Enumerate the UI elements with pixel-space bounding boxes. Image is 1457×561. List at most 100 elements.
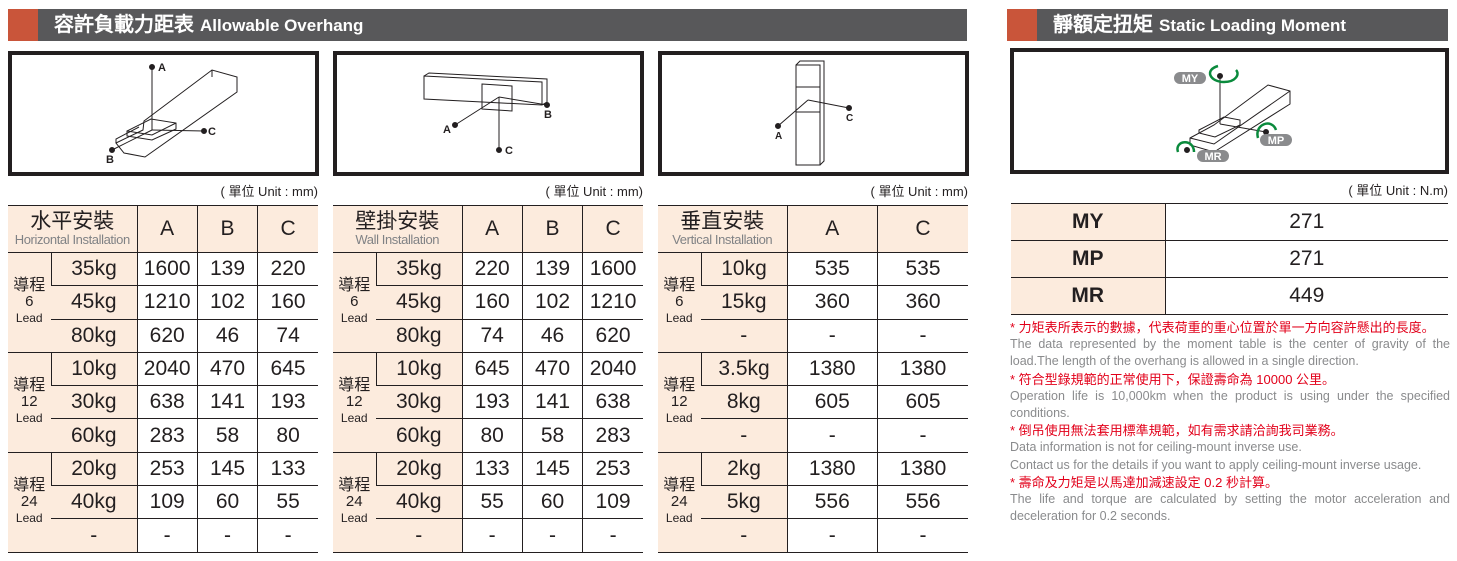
load-cell: - bbox=[701, 318, 787, 353]
load-cell: - bbox=[376, 518, 462, 553]
value-cell: 360 bbox=[786, 285, 878, 320]
label-c: C bbox=[505, 145, 513, 157]
value-cell: 1380 bbox=[877, 451, 968, 487]
title-en: Static Loading Moment bbox=[1159, 16, 1346, 35]
lead-cell: 導程 24 Lead bbox=[333, 451, 376, 553]
load-cell: - bbox=[701, 418, 787, 453]
moment-row: MP 271 bbox=[1011, 240, 1448, 278]
value-cell: 360 bbox=[877, 285, 968, 320]
horizontal-diagram: A C B bbox=[8, 51, 319, 176]
value-cell: 1600 bbox=[582, 251, 643, 287]
lead-zh: 導程 bbox=[13, 277, 46, 295]
load-cell: 10kg bbox=[700, 251, 787, 287]
value-cell: 141 bbox=[521, 385, 583, 420]
moment-value: 449 bbox=[1164, 277, 1448, 315]
value-cell: 133 bbox=[257, 451, 318, 487]
load-cell: 30kg bbox=[376, 385, 462, 420]
value-cell: 1380 bbox=[786, 451, 878, 487]
moment-value: 271 bbox=[1164, 240, 1448, 278]
lead-en: Lead bbox=[665, 311, 693, 326]
installation-header: 水平安裝 Horizontal Installation bbox=[8, 205, 137, 253]
load-cell: 20kg bbox=[375, 451, 462, 487]
note-en: Data information is not for ceiling-moun… bbox=[1010, 440, 1302, 455]
column-header: C bbox=[582, 205, 643, 253]
overhang-table: 水平安裝 Horizontal Installation A B C 導程 6 Lead 35k… bbox=[8, 205, 318, 553]
lead-value: 12 bbox=[345, 393, 363, 411]
value-cell: 102 bbox=[196, 285, 258, 320]
value-cell: 645 bbox=[257, 351, 318, 387]
installation-header: 壁掛安裝 Wall Installation bbox=[333, 205, 462, 253]
load-cell: 2kg bbox=[700, 451, 787, 487]
note-zh: * 壽命及力矩是以馬達加減速設定 0.2 秒計算。 bbox=[1010, 474, 1278, 490]
table-row: 導程 12 Lead 10kg 645 470 2040 bbox=[333, 351, 643, 453]
column-header: A bbox=[461, 205, 523, 253]
note-zh: * 符合型錄規範的正常使用下，保證壽命為 10000 公里。 bbox=[1010, 371, 1336, 387]
moment-label: MR bbox=[1011, 277, 1165, 315]
label-mp: MP bbox=[1268, 135, 1285, 147]
table-row: 導程 6 Lead 35kg 1600 139 220 bbox=[8, 251, 318, 353]
value-cell: 74 bbox=[461, 318, 523, 353]
note-zh: * 力矩表所表示的數據，代表荷重的重心位置於單一方向容許懸出的長度。 bbox=[1010, 320, 1435, 335]
header-en: Wall Installation bbox=[355, 232, 440, 247]
table-row: 8kg 605 605 bbox=[658, 385, 968, 420]
moment-label: MY bbox=[1011, 203, 1165, 241]
load-cell: 60kg bbox=[51, 418, 137, 453]
label-my: MY bbox=[1182, 73, 1199, 85]
value-cell: 1210 bbox=[136, 285, 198, 320]
value-cell: - bbox=[786, 318, 878, 353]
value-cell: 58 bbox=[521, 418, 583, 453]
load-cell: 15kg bbox=[701, 285, 787, 320]
table-row: 80kg 620 46 74 bbox=[8, 318, 318, 353]
table-row: 80kg 74 46 620 bbox=[333, 318, 643, 353]
table-row: 導程 24 Lead 20kg 253 145 133 bbox=[8, 451, 318, 553]
unit-label: ( 單位 Unit : N.m) bbox=[1348, 183, 1448, 198]
load-cell: 35kg bbox=[50, 251, 137, 287]
column-header: B bbox=[196, 205, 258, 253]
value-cell: 1380 bbox=[786, 351, 878, 387]
value-cell: 620 bbox=[136, 318, 198, 353]
value-cell: 55 bbox=[461, 485, 523, 520]
load-cell: 20kg bbox=[50, 451, 137, 487]
table-row: --- bbox=[658, 418, 968, 453]
value-cell: 220 bbox=[461, 251, 523, 287]
lead-value: 24 bbox=[345, 493, 363, 511]
rotation-arrow-icons bbox=[1176, 64, 1278, 153]
label-a: A bbox=[443, 124, 451, 136]
value-cell: - bbox=[877, 418, 968, 453]
overhang-table: 垂直安裝 Vertical Installation A C 導程 6 Lead 10kg 53… bbox=[658, 205, 968, 553]
lead-value: 24 bbox=[670, 493, 688, 511]
value-cell: 109 bbox=[582, 485, 643, 520]
value-cell: 1380 bbox=[877, 351, 968, 387]
value-cell: 160 bbox=[461, 285, 523, 320]
table-row: --- bbox=[658, 518, 968, 553]
table-row: --- bbox=[658, 318, 968, 353]
label-b: B bbox=[106, 154, 114, 166]
value-cell: - bbox=[582, 518, 643, 553]
wall-diagram: A B C bbox=[333, 51, 644, 176]
lead-value: 6 bbox=[350, 293, 359, 311]
lead-zh: 導程 bbox=[663, 277, 696, 295]
value-cell: 139 bbox=[521, 251, 583, 287]
value-cell: 556 bbox=[877, 485, 968, 520]
value-cell: 102 bbox=[521, 285, 583, 320]
table-row: 導程 24 Lead 20kg 133 145 253 bbox=[333, 451, 643, 553]
table-row: 30kg 638 141 193 bbox=[8, 385, 318, 420]
table-row: 60kg 80 58 283 bbox=[333, 418, 643, 453]
load-cell: 60kg bbox=[376, 418, 462, 453]
value-cell: - bbox=[877, 318, 968, 353]
value-cell: 60 bbox=[521, 485, 583, 520]
table-row: 30kg 193 141 638 bbox=[333, 385, 643, 420]
table-row: 導程 6 Lead 10kg 535 535 bbox=[658, 251, 968, 353]
value-cell: 605 bbox=[877, 385, 968, 420]
column-header: A bbox=[786, 205, 878, 253]
header-en: Vertical Installation bbox=[672, 232, 773, 247]
value-cell: 145 bbox=[196, 451, 258, 487]
lead-cell: 導程 12 Lead bbox=[333, 351, 376, 453]
column-header: A bbox=[136, 205, 198, 253]
load-cell: - bbox=[51, 518, 137, 553]
load-cell: 80kg bbox=[376, 318, 462, 353]
value-cell: - bbox=[877, 518, 968, 553]
notes: * 力矩表所表示的數據，代表荷重的重心位置於單一方向容許懸出的長度。 The da… bbox=[1010, 319, 1450, 525]
value-cell: 141 bbox=[196, 385, 258, 420]
lead-zh: 導程 bbox=[663, 477, 696, 495]
